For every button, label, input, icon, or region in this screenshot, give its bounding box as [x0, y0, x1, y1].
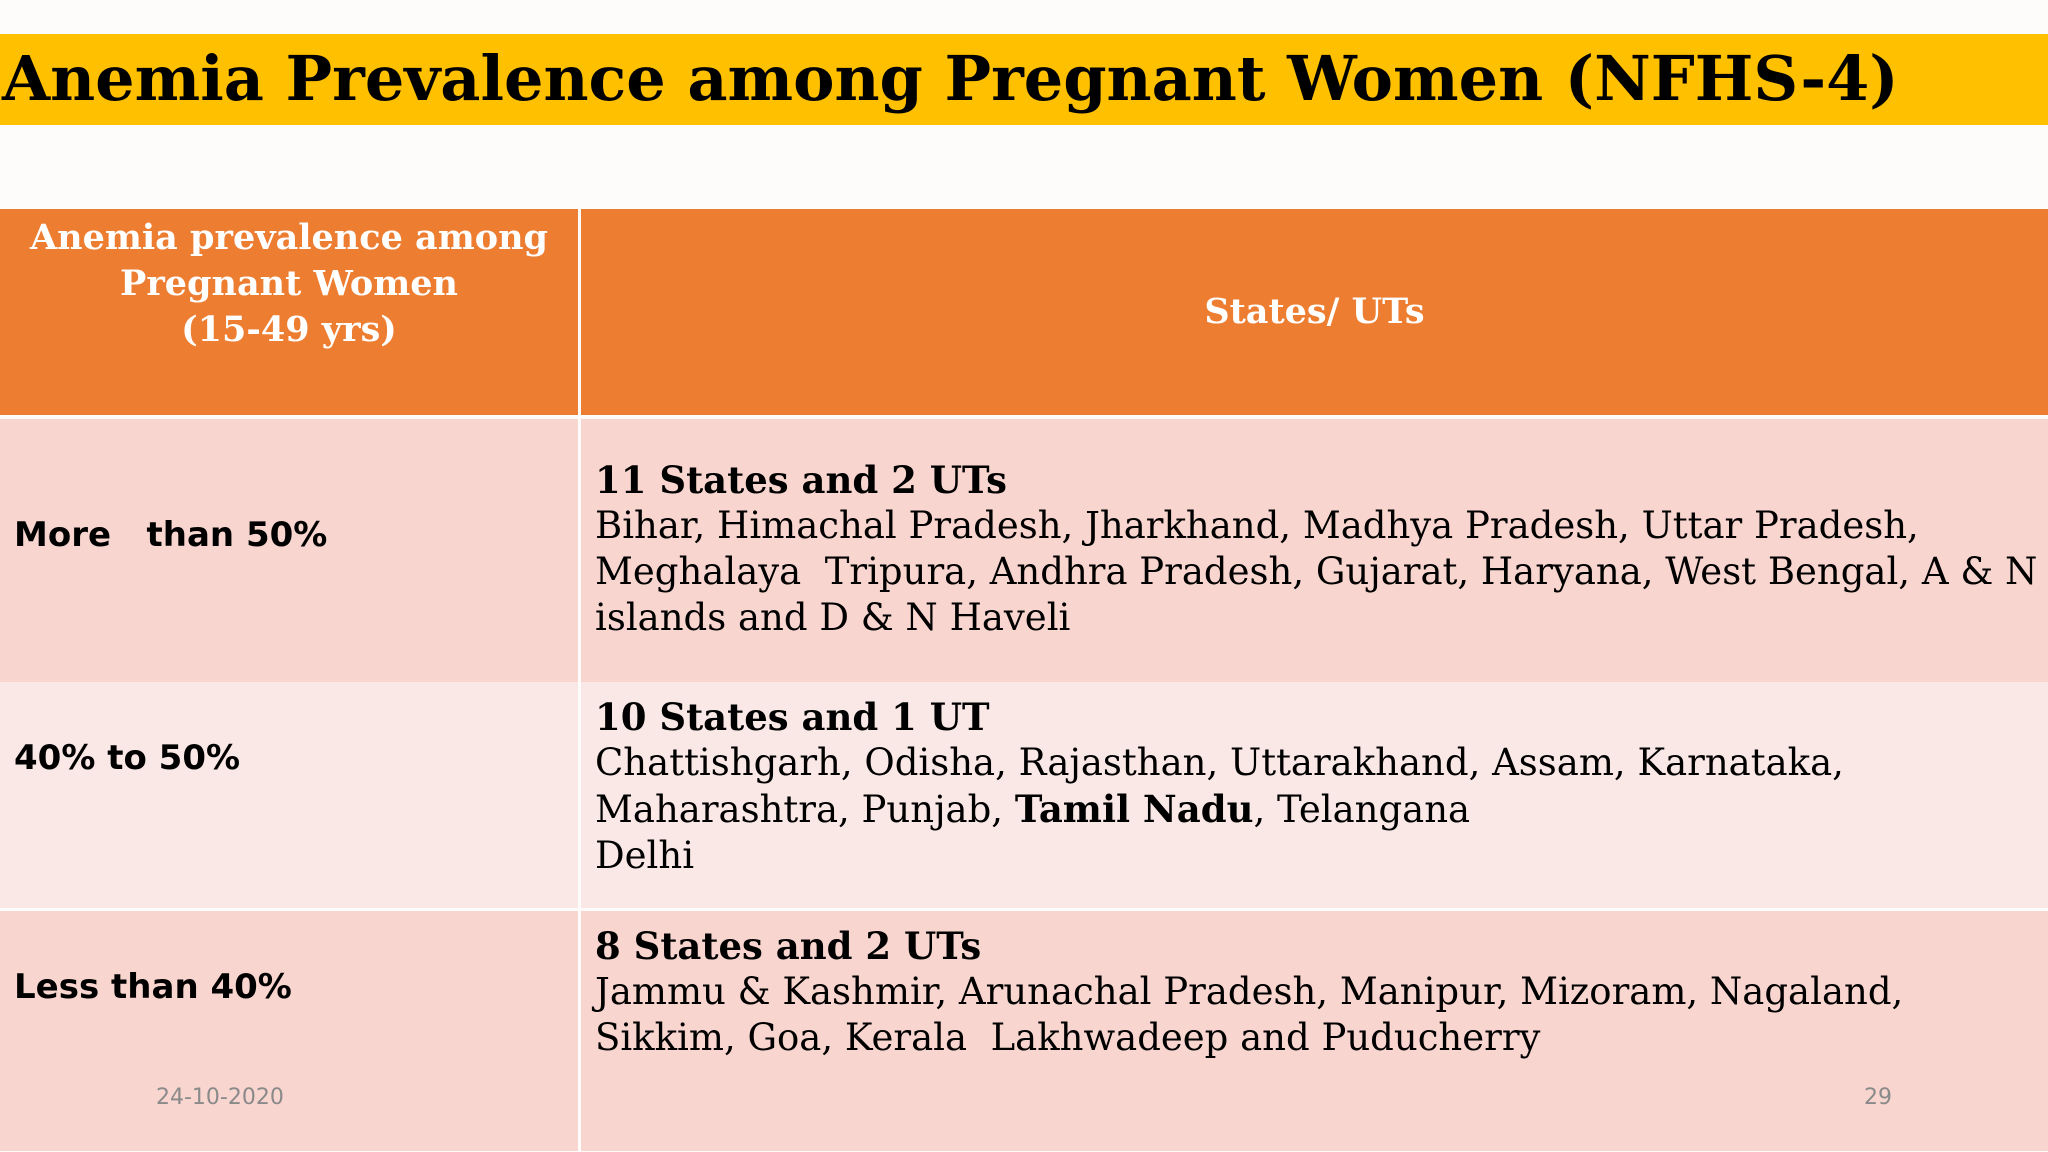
header-prevalence-line1: Anemia prevalence among: [29, 217, 548, 258]
row-1-range: More than 50%: [14, 515, 328, 555]
row-3-states-line2: Sikkim, Goa, Kerala Lakhwadeep and Puduc…: [595, 1016, 1541, 1059]
row-2-states-line3: Delhi: [595, 834, 695, 877]
row-3-states: 8 States and 2 UTs Jammu & Kashmir, Arun…: [595, 923, 2035, 1061]
row-2-states-line2-suffix: , Telangana: [1253, 788, 1471, 831]
row-2-states-line2: Maharashtra, Punjab, Tamil Nadu, Telanga…: [595, 786, 2035, 833]
row-1-states-line3: islands and D & N Haveli: [595, 596, 1071, 639]
row-1-states-line2: Meghalaya Tripura, Andhra Pradesh, Gujar…: [595, 550, 2038, 593]
row-2-states-line2-bold: Tamil Nadu: [1014, 787, 1254, 831]
header-prevalence-column: Anemia prevalence among Pregnant Women (…: [0, 209, 578, 415]
row-2-states: 10 States and 1 UT Chattishgarh, Odisha,…: [595, 694, 2035, 879]
row-1-states-line1: Bihar, Himachal Pradesh, Jharkhand, Madh…: [595, 504, 1919, 547]
header-prevalence-line3: (15-49 yrs): [181, 309, 397, 350]
row-3-states-line1: Jammu & Kashmir, Arunachal Pradesh, Mani…: [595, 970, 1904, 1013]
header-prevalence-line2: Pregnant Women: [120, 263, 458, 304]
row-3-range: Less than 40%: [14, 967, 292, 1007]
row-3-range-cell: Less than 40%: [0, 911, 578, 1151]
slide-title: Anemia Prevalence among Pregnant Women (…: [2, 42, 1899, 115]
row-1-states: 11 States and 2 UTs Bihar, Himachal Prad…: [595, 457, 2038, 641]
row-2-range-cell: 40% to 50%: [0, 682, 578, 908]
footer-date: 24-10-2020: [156, 1085, 284, 1110]
row-1-count: 11 States and 2 UTs: [595, 458, 1007, 502]
row-3-states-cell: 8 States and 2 UTs Jammu & Kashmir, Arun…: [581, 911, 2048, 1151]
row-2-states-line1: Chattishgarh, Odisha, Rajasthan, Uttarak…: [595, 741, 1844, 784]
row-2-range: 40% to 50%: [14, 738, 241, 778]
title-bar: Anemia Prevalence among Pregnant Women (…: [0, 34, 2048, 125]
row-2-states-cell: 10 States and 1 UT Chattishgarh, Odisha,…: [581, 682, 2048, 908]
row-2-count: 10 States and 1 UT: [595, 695, 990, 739]
header-states-column: States/ UTs: [581, 209, 2048, 415]
row-2-states-line2-prefix: Maharashtra, Punjab,: [595, 788, 1015, 831]
prevalence-table: Anemia prevalence among Pregnant Women (…: [0, 209, 2048, 1151]
page-number: 29: [1864, 1085, 1892, 1110]
row-3-count: 8 States and 2 UTs: [595, 924, 982, 968]
